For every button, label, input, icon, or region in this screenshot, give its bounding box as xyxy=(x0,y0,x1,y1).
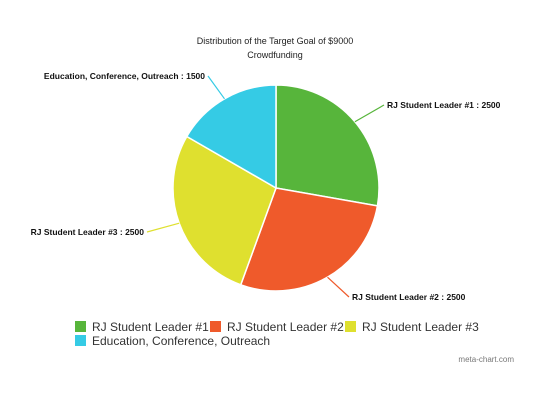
slice-labels-group: RJ Student Leader #1 : 2500 RJ Student Le… xyxy=(31,71,501,302)
watermark: meta-chart.com xyxy=(458,355,514,364)
legend-swatch xyxy=(345,321,356,332)
legend-swatch xyxy=(210,321,221,332)
legend-label[interactable]: RJ Student Leader #1 xyxy=(92,320,209,334)
slice-label: Education, Conference, Outreach : 1500 xyxy=(44,71,205,81)
leader-line xyxy=(354,104,385,123)
slices-group xyxy=(172,84,380,292)
chart-title: Distribution of the Target Goal of $9000 xyxy=(197,36,353,46)
pie-slice[interactable] xyxy=(275,84,380,207)
leader-line xyxy=(146,222,180,233)
legend: RJ Student Leader #1 RJ Student Leader #2… xyxy=(75,320,479,348)
legend-label[interactable]: Education, Conference, Outreach xyxy=(92,334,270,348)
slice-label: RJ Student Leader #2 : 2500 xyxy=(352,292,466,302)
legend-swatch xyxy=(75,321,86,332)
slice-label: RJ Student Leader #1 : 2500 xyxy=(387,100,501,110)
chart-subtitle: Crowdfunding xyxy=(247,50,303,60)
slice-label: RJ Student Leader #3 : 2500 xyxy=(31,227,145,237)
leader-lines-group xyxy=(146,75,385,298)
legend-label[interactable]: RJ Student Leader #2 xyxy=(227,320,344,334)
legend-label[interactable]: RJ Student Leader #3 xyxy=(362,320,479,334)
pie-slice[interactable] xyxy=(185,84,277,190)
leader-line xyxy=(207,75,225,100)
leader-line xyxy=(327,276,350,298)
legend-swatch xyxy=(75,335,86,346)
